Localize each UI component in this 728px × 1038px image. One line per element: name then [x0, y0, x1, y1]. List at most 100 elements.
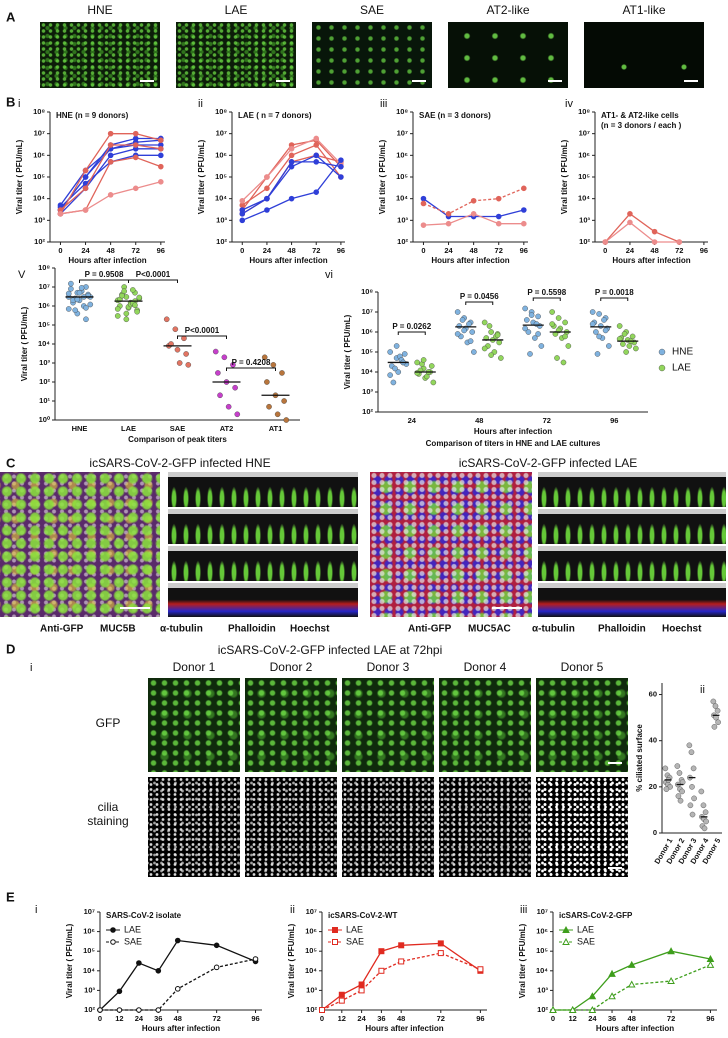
x-axis-label: Hours after infection — [474, 427, 552, 436]
legend-marker — [110, 939, 116, 945]
y-tick-label: 10³ — [397, 215, 408, 224]
y-axis-label: Viral titer ( PFU/mL) — [20, 306, 29, 381]
data-point — [627, 980, 636, 988]
x-tick-label: 12 — [338, 1014, 346, 1023]
stain-label: Hoechst — [662, 624, 702, 635]
y-tick-label: 10³ — [362, 387, 373, 396]
y-tick-label: 10⁵ — [215, 172, 227, 181]
stain-label: Anti-GFP — [408, 624, 452, 635]
data-point — [621, 331, 628, 337]
data-point — [469, 329, 476, 335]
x-tick-label: 48 — [397, 1014, 405, 1023]
data-point — [616, 323, 623, 329]
data-point — [527, 351, 533, 357]
series-line — [321, 942, 481, 1011]
data-point — [495, 195, 502, 202]
data-point — [212, 348, 219, 355]
data-point — [627, 219, 633, 226]
y-tick-label: 10⁴ — [305, 966, 317, 975]
data-point — [428, 363, 435, 369]
data-point — [712, 703, 719, 709]
data-point — [602, 239, 609, 245]
p-value: P = 0.9508 — [85, 270, 124, 279]
data-point — [136, 1007, 142, 1013]
x-tick-label: 0 — [320, 1014, 324, 1023]
stain-label: α-tubulin — [532, 624, 575, 635]
data-point — [466, 321, 472, 327]
x-tick-label: 72 — [675, 246, 683, 255]
data-point — [107, 159, 114, 165]
data-point — [494, 332, 501, 338]
image-title: AT2-like — [486, 3, 529, 17]
panel-sublabel: iii — [520, 904, 527, 916]
panel-label: C — [6, 455, 16, 470]
x-axis-label: Hours after infection — [365, 1024, 443, 1033]
panel-label: E — [6, 889, 15, 904]
micrograph — [168, 583, 358, 617]
data-point — [172, 326, 179, 333]
panel-sublabel: vi — [325, 269, 333, 281]
data-point — [119, 292, 125, 299]
data-point — [288, 195, 295, 202]
data-point — [498, 355, 504, 361]
x-tick-label: SAE — [170, 424, 185, 433]
data-point — [568, 1005, 577, 1013]
image-title: HNE — [87, 3, 112, 17]
y-axis-label: % ciliated surface — [635, 724, 644, 792]
data-point — [158, 179, 164, 185]
y-tick-label: 10⁸ — [38, 263, 50, 272]
x-tick-label: 0 — [98, 1014, 102, 1023]
data-point — [215, 370, 221, 376]
data-point — [225, 403, 232, 410]
y-tick-label: 60 — [649, 690, 657, 699]
data-point — [532, 335, 538, 341]
data-point — [76, 289, 83, 296]
data-point — [392, 365, 398, 372]
data-point — [528, 312, 535, 318]
data-point — [358, 987, 365, 994]
data-point — [675, 793, 682, 799]
data-point — [174, 937, 181, 944]
data-point — [163, 316, 170, 323]
data-point — [87, 301, 94, 308]
data-point — [667, 947, 675, 955]
data-point — [488, 329, 494, 335]
x-axis-label: Hours after infection — [68, 256, 146, 265]
data-point — [674, 763, 681, 769]
data-point — [264, 195, 270, 202]
y-tick-label: 10² — [397, 237, 408, 246]
legend-marker — [658, 348, 666, 356]
data-point — [107, 192, 114, 198]
data-point — [221, 354, 228, 361]
data-point — [689, 784, 695, 790]
data-point — [338, 157, 344, 163]
donor-label: Donor 3 — [367, 660, 410, 674]
data-point — [114, 306, 121, 312]
panel-sublabel: i — [18, 98, 20, 110]
y-tick-label: 10⁷ — [39, 282, 50, 291]
data-point — [679, 788, 685, 795]
data-point — [549, 321, 555, 327]
stain-label: Phalloidin — [228, 624, 276, 635]
y-tick-label: 10⁶ — [33, 150, 45, 159]
y-axis-label: Viral titer ( PFU/mL) — [343, 314, 352, 389]
micrograph — [538, 546, 726, 581]
y-tick-label: 10⁴ — [578, 194, 590, 203]
y-tick-label: 10⁴ — [396, 194, 408, 203]
data-point — [437, 940, 444, 947]
data-point — [174, 986, 181, 992]
data-point — [488, 352, 494, 358]
y-tick-label: 10² — [84, 1005, 95, 1014]
micrograph — [342, 777, 434, 877]
data-point — [667, 977, 675, 985]
data-point — [132, 185, 139, 192]
y-tick-label: 10⁵ — [38, 320, 50, 329]
micrograph — [448, 22, 568, 88]
data-point — [535, 313, 541, 320]
x-axis-label: Comparison of peak titers — [128, 435, 227, 444]
data-point — [715, 719, 721, 726]
data-point — [495, 220, 502, 227]
image-title: AT1-like — [622, 3, 665, 17]
y-tick-label: 10⁶ — [215, 150, 227, 159]
data-point — [702, 809, 709, 816]
